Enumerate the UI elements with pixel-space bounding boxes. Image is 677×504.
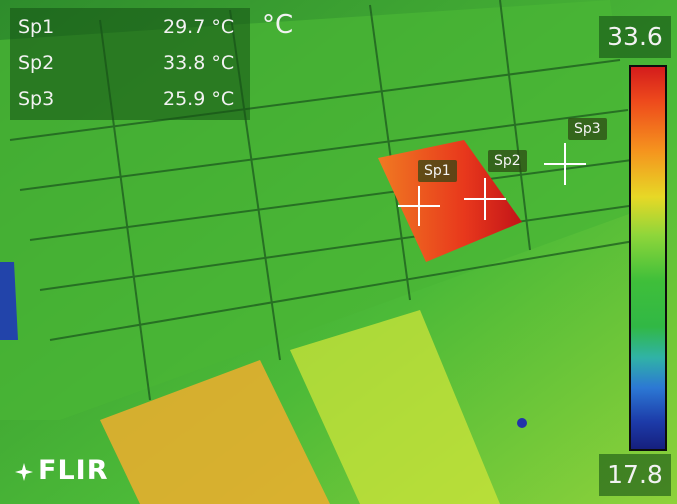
scale-min-value: 17.8: [599, 454, 671, 496]
spot-tag-sp1: Sp1: [418, 160, 457, 182]
roof-bolt: [517, 418, 527, 428]
temperature-color-bar: [629, 65, 667, 451]
measurement-value: 33.8 °C: [163, 52, 235, 74]
spot-marker-sp3: [544, 143, 586, 185]
unit-label: °C: [262, 10, 294, 40]
spot-tag-sp3: Sp3: [568, 118, 607, 140]
brand-logo: FLIR: [38, 455, 109, 486]
flir-logo-icon: [15, 463, 33, 481]
measurement-label: Sp2: [18, 52, 55, 74]
measurement-row-sp1: Sp1 29.7 °C: [10, 10, 250, 44]
measurement-label: Sp1: [18, 16, 55, 38]
measurement-value: 29.7 °C: [163, 16, 235, 38]
scale-max-value: 33.6: [599, 16, 671, 58]
warm-strip-middle: [290, 310, 500, 504]
measurement-label: Sp3: [18, 88, 55, 110]
spot-marker-sp2: [464, 178, 506, 220]
measurement-table: Sp1 29.7 °C Sp2 33.8 °C Sp3 25.9 °C: [10, 8, 250, 120]
spot-marker-sp1: [398, 186, 440, 226]
warm-strip-left: [100, 360, 330, 504]
measurement-row-sp3: Sp3 25.9 °C: [10, 82, 250, 116]
measurement-row-sp2: Sp2 33.8 °C: [10, 46, 250, 80]
measurement-value: 25.9 °C: [163, 88, 235, 110]
hot-cell-region: [378, 140, 522, 262]
cold-edge: [0, 262, 18, 340]
panel-grid-lines: [9, 0, 641, 401]
spot-tag-sp2: Sp2: [488, 150, 527, 172]
